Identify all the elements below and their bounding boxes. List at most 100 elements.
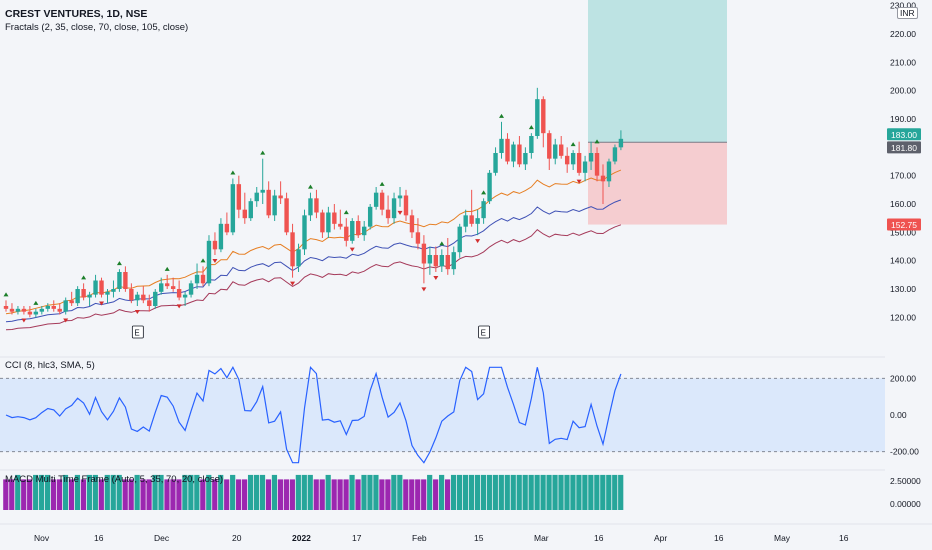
candle-body bbox=[188, 283, 194, 295]
x-tick-label: 17 bbox=[352, 533, 362, 543]
macd-bar bbox=[86, 474, 92, 510]
x-tick-label: Nov bbox=[34, 533, 50, 543]
candle-body bbox=[457, 226, 462, 253]
candle-body bbox=[487, 172, 492, 202]
fractal-up-marker bbox=[116, 261, 122, 266]
macd-bar bbox=[27, 479, 33, 510]
candle-body bbox=[170, 286, 176, 289]
macd-bar bbox=[421, 479, 427, 510]
candle-body bbox=[320, 212, 325, 233]
candle-body bbox=[379, 192, 385, 210]
candle-body bbox=[123, 272, 128, 289]
candle-body bbox=[553, 144, 558, 159]
candle-body bbox=[350, 221, 355, 241]
price-tick-label: 200.00 bbox=[890, 86, 916, 96]
price-tick-label: 160.00 bbox=[890, 199, 916, 209]
cci-tick-label: -200.00 bbox=[890, 447, 919, 457]
currency-badge[interactable]: INR bbox=[897, 7, 918, 19]
candle-body bbox=[475, 218, 480, 224]
macd-bar bbox=[295, 474, 301, 510]
fractal-down-marker bbox=[212, 259, 218, 263]
candle-body bbox=[469, 215, 474, 224]
macd-bar bbox=[92, 474, 98, 510]
macd-bar bbox=[9, 479, 15, 510]
macd-bar bbox=[498, 474, 504, 510]
macd-bar bbox=[110, 474, 116, 510]
candle-body bbox=[141, 294, 146, 301]
candle-body bbox=[403, 195, 409, 216]
fractal-down-marker bbox=[397, 210, 403, 215]
candle-body bbox=[338, 223, 343, 227]
stop-zone bbox=[588, 142, 727, 225]
earnings-label: E bbox=[481, 329, 486, 338]
candle-body bbox=[362, 226, 367, 236]
candle-body bbox=[344, 226, 349, 241]
macd-bar bbox=[289, 479, 295, 510]
cci-title[interactable]: CCI (8, hlc3, SMA, 5) bbox=[5, 360, 95, 371]
macd-bar bbox=[337, 479, 343, 510]
macd-bar bbox=[367, 474, 373, 510]
candle-body bbox=[27, 311, 33, 315]
candle-body bbox=[129, 289, 134, 301]
candle-body bbox=[164, 283, 170, 287]
candle-body bbox=[242, 209, 247, 219]
candle-body bbox=[266, 189, 271, 216]
candle-body bbox=[391, 198, 397, 219]
candle-body bbox=[194, 274, 200, 284]
macd-bar bbox=[444, 479, 451, 510]
fractal-up-marker bbox=[230, 170, 236, 175]
candle-body bbox=[576, 153, 582, 173]
macd-title[interactable]: MACD Multi Time Frame (Auto, 5, 35, 70, … bbox=[5, 474, 224, 485]
candle-body bbox=[600, 175, 606, 182]
candle-body bbox=[206, 240, 212, 284]
macd-bar bbox=[74, 474, 81, 510]
candle-body bbox=[182, 294, 188, 298]
candle-body bbox=[212, 240, 218, 250]
macd-bar bbox=[361, 474, 367, 510]
target-zone bbox=[588, 0, 727, 143]
macd-bar bbox=[80, 479, 87, 510]
candle-body bbox=[296, 249, 301, 267]
candle-body bbox=[57, 308, 62, 312]
macd-bar bbox=[230, 474, 236, 510]
price-tick-label: 220.00 bbox=[890, 29, 916, 39]
price-tick-label: 170.00 bbox=[890, 171, 916, 181]
macd-bar bbox=[391, 474, 397, 510]
x-tick-label: 15 bbox=[474, 533, 484, 543]
price-tick-label: 130.00 bbox=[890, 284, 916, 294]
macd-bar bbox=[540, 474, 546, 510]
macd-bar bbox=[492, 474, 498, 510]
candle-body bbox=[427, 255, 433, 264]
candle-body bbox=[9, 308, 15, 312]
candle-body bbox=[356, 221, 361, 236]
fractal-down-marker bbox=[576, 179, 582, 184]
candle-body bbox=[481, 201, 486, 219]
symbol-title[interactable]: CREST VENTURES, 1D, NSE bbox=[5, 8, 148, 20]
macd-bar bbox=[594, 474, 600, 510]
candle-body bbox=[236, 184, 242, 210]
fractals-indicator-label[interactable]: Fractals (2, 35, close, 70, close, 105, … bbox=[5, 22, 189, 33]
macd-bar bbox=[62, 474, 69, 510]
candle-body bbox=[93, 280, 98, 295]
candle-body bbox=[63, 300, 68, 312]
fractal-up-marker bbox=[33, 300, 39, 305]
earnings-marker bbox=[131, 325, 144, 339]
macd-bar bbox=[343, 479, 349, 510]
macd-bar bbox=[522, 474, 528, 510]
fractal-up-marker bbox=[439, 241, 445, 246]
macd-bar bbox=[427, 474, 433, 510]
x-tick-label: 16 bbox=[714, 533, 724, 543]
macd-bar bbox=[349, 474, 355, 510]
candle-body bbox=[463, 215, 468, 227]
macd-bar bbox=[206, 474, 212, 510]
candle-body bbox=[564, 155, 570, 165]
candle-body bbox=[385, 209, 391, 219]
macd-bar bbox=[98, 479, 104, 510]
candle-body bbox=[308, 198, 313, 216]
candle-body bbox=[33, 311, 39, 315]
candle-body bbox=[612, 147, 618, 162]
macd-bar bbox=[44, 474, 51, 510]
chart-header: CREST VENTURES, 1D, NSE Fractals (2, 35,… bbox=[5, 8, 188, 34]
price-tick-label: 140.00 bbox=[890, 256, 916, 266]
